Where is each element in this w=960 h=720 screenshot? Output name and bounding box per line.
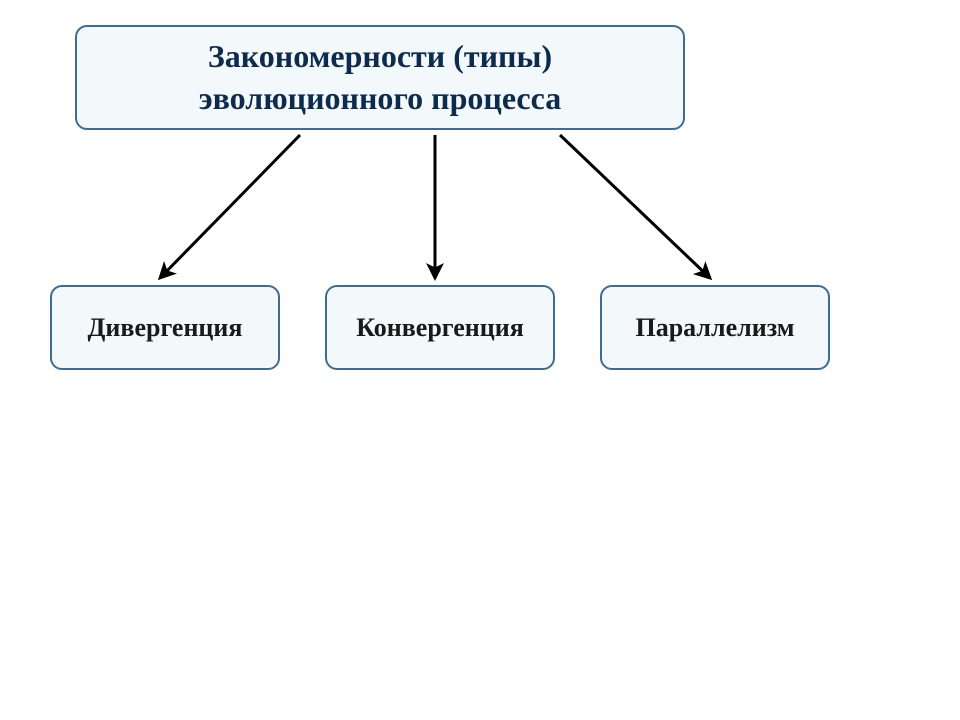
child-box-divergence: Дивергенция [50,285,280,370]
arrow-line-3 [560,135,710,278]
title-line-2: эволюционного процесса [199,80,561,116]
child-label-2: Конвергенция [356,313,524,343]
child-label-3: Параллелизм [636,313,795,343]
title-text: Закономерности (типы) эволюционного проц… [199,36,561,119]
title-line-1: Закономерности (типы) [208,38,552,74]
child-box-parallelism: Параллелизм [600,285,830,370]
title-box: Закономерности (типы) эволюционного проц… [75,25,685,130]
child-box-convergence: Конвергенция [325,285,555,370]
child-label-1: Дивергенция [88,313,243,343]
diagram-container: Закономерности (типы) эволюционного проц… [0,0,960,720]
arrow-line-1 [160,135,300,278]
